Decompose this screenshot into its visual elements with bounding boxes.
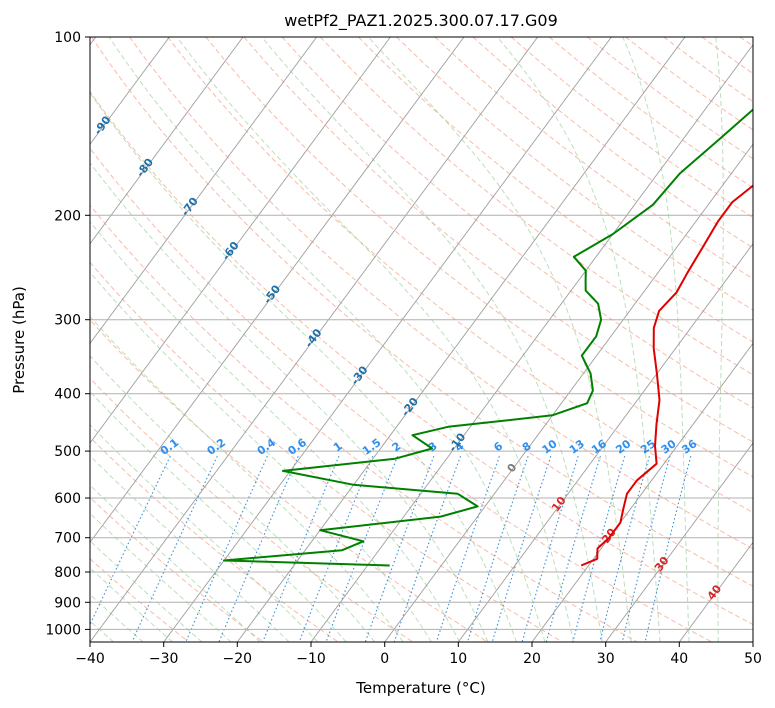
plot-frame	[89, 36, 754, 643]
x-tick-label: 30	[597, 651, 615, 667]
y-tick-label: 500	[54, 444, 81, 460]
dry-adiabat	[281, 37, 753, 409]
chart-title: wetPf2_PAZ1.2025.300.07.17.G09	[284, 11, 558, 31]
dry-adiabat	[90, 90, 753, 626]
isotherm-line	[384, 143, 753, 642]
isotherm-line	[90, 37, 539, 642]
dry-adiabat	[90, 319, 488, 642]
y-tick-label: 100	[54, 30, 81, 46]
x-tick-label: 40	[670, 651, 688, 667]
mixing-ratio-line	[572, 456, 626, 642]
moist-adiabat	[622, 37, 690, 642]
moist-adiabat	[108, 37, 546, 642]
mixing-ratio-line	[218, 455, 299, 642]
x-tick-label: 0	[380, 651, 389, 667]
x-tick-label: −30	[149, 651, 179, 667]
dry-adiabat	[396, 37, 753, 311]
x-axis-ticks: −40 −30 −20 −10 0 10 20 30 40 50	[75, 642, 762, 667]
x-tick-label: 20	[523, 651, 541, 667]
mixing-ratio-line	[621, 456, 671, 642]
moist-adiabat	[176, 37, 575, 642]
dry-adiabat	[90, 496, 264, 642]
dry-adiabats	[90, 37, 753, 642]
moist-adiabat	[90, 162, 489, 642]
isotherm-line	[90, 37, 391, 444]
isotherm-line	[90, 37, 170, 146]
moist-adiabat	[368, 37, 632, 642]
dry-adiabat	[90, 436, 339, 642]
dry-adiabat	[358, 37, 753, 343]
y-tick-label: 600	[54, 491, 81, 507]
isotherm-line	[605, 442, 753, 642]
y-tick-label: 300	[54, 313, 81, 329]
profiles	[223, 108, 753, 567]
isotherm-line	[163, 37, 612, 642]
isotherm-line	[90, 37, 465, 544]
x-axis-label: Temperature (°C)	[355, 679, 485, 697]
moist-adiabat	[90, 391, 347, 642]
temperature-profile	[580, 184, 753, 567]
y-tick-label: 1000	[45, 622, 81, 638]
moist-adiabat	[90, 424, 319, 642]
y-tick-label: 900	[54, 595, 81, 611]
y-tick-label: 400	[54, 387, 81, 403]
moist-adiabat	[90, 454, 290, 642]
dewpoint-profile	[223, 108, 753, 567]
y-tick-label: 800	[54, 565, 81, 581]
dry-adiabat	[319, 37, 753, 376]
dry-adiabat	[90, 147, 712, 642]
moist-adiabat	[90, 271, 432, 642]
mixing-ratio-line	[644, 456, 692, 642]
x-tick-label: −10	[296, 651, 326, 667]
isotherm-line	[90, 37, 318, 345]
dry-adiabat	[129, 37, 753, 550]
y-tick-label: 700	[54, 531, 81, 547]
x-tick-label: −20	[223, 651, 253, 667]
mixing-ratio-line	[90, 455, 171, 626]
x-tick-label: 50	[744, 651, 762, 667]
isotherm-line	[90, 37, 244, 245]
dry-adiabat	[167, 37, 753, 514]
moist-adiabat	[715, 37, 724, 642]
y-axis-label: Pressure (hPa)	[10, 286, 28, 394]
x-tick-label: 10	[449, 651, 467, 667]
dry-adiabat	[90, 261, 563, 642]
x-tick-label: −40	[75, 651, 105, 667]
isotherm-line	[310, 43, 753, 642]
mixing-ratio-line	[599, 456, 650, 642]
dry-adiabat	[90, 204, 638, 642]
isotherms	[90, 37, 753, 642]
y-axis-ticks: 100 200 300 400 500 600 700 800 900 1000	[45, 30, 90, 638]
moist-adiabat	[90, 315, 404, 642]
isotherm-line	[236, 37, 686, 642]
moist-adiabat	[497, 37, 661, 642]
mixing-ratio-line	[131, 455, 218, 642]
y-tick-label: 200	[54, 208, 81, 224]
isotherm-line	[457, 243, 753, 642]
plot-area: 0.10.20.40.611.52346810131620253036-100-…	[90, 37, 753, 642]
moist-adiabat	[261, 37, 603, 642]
